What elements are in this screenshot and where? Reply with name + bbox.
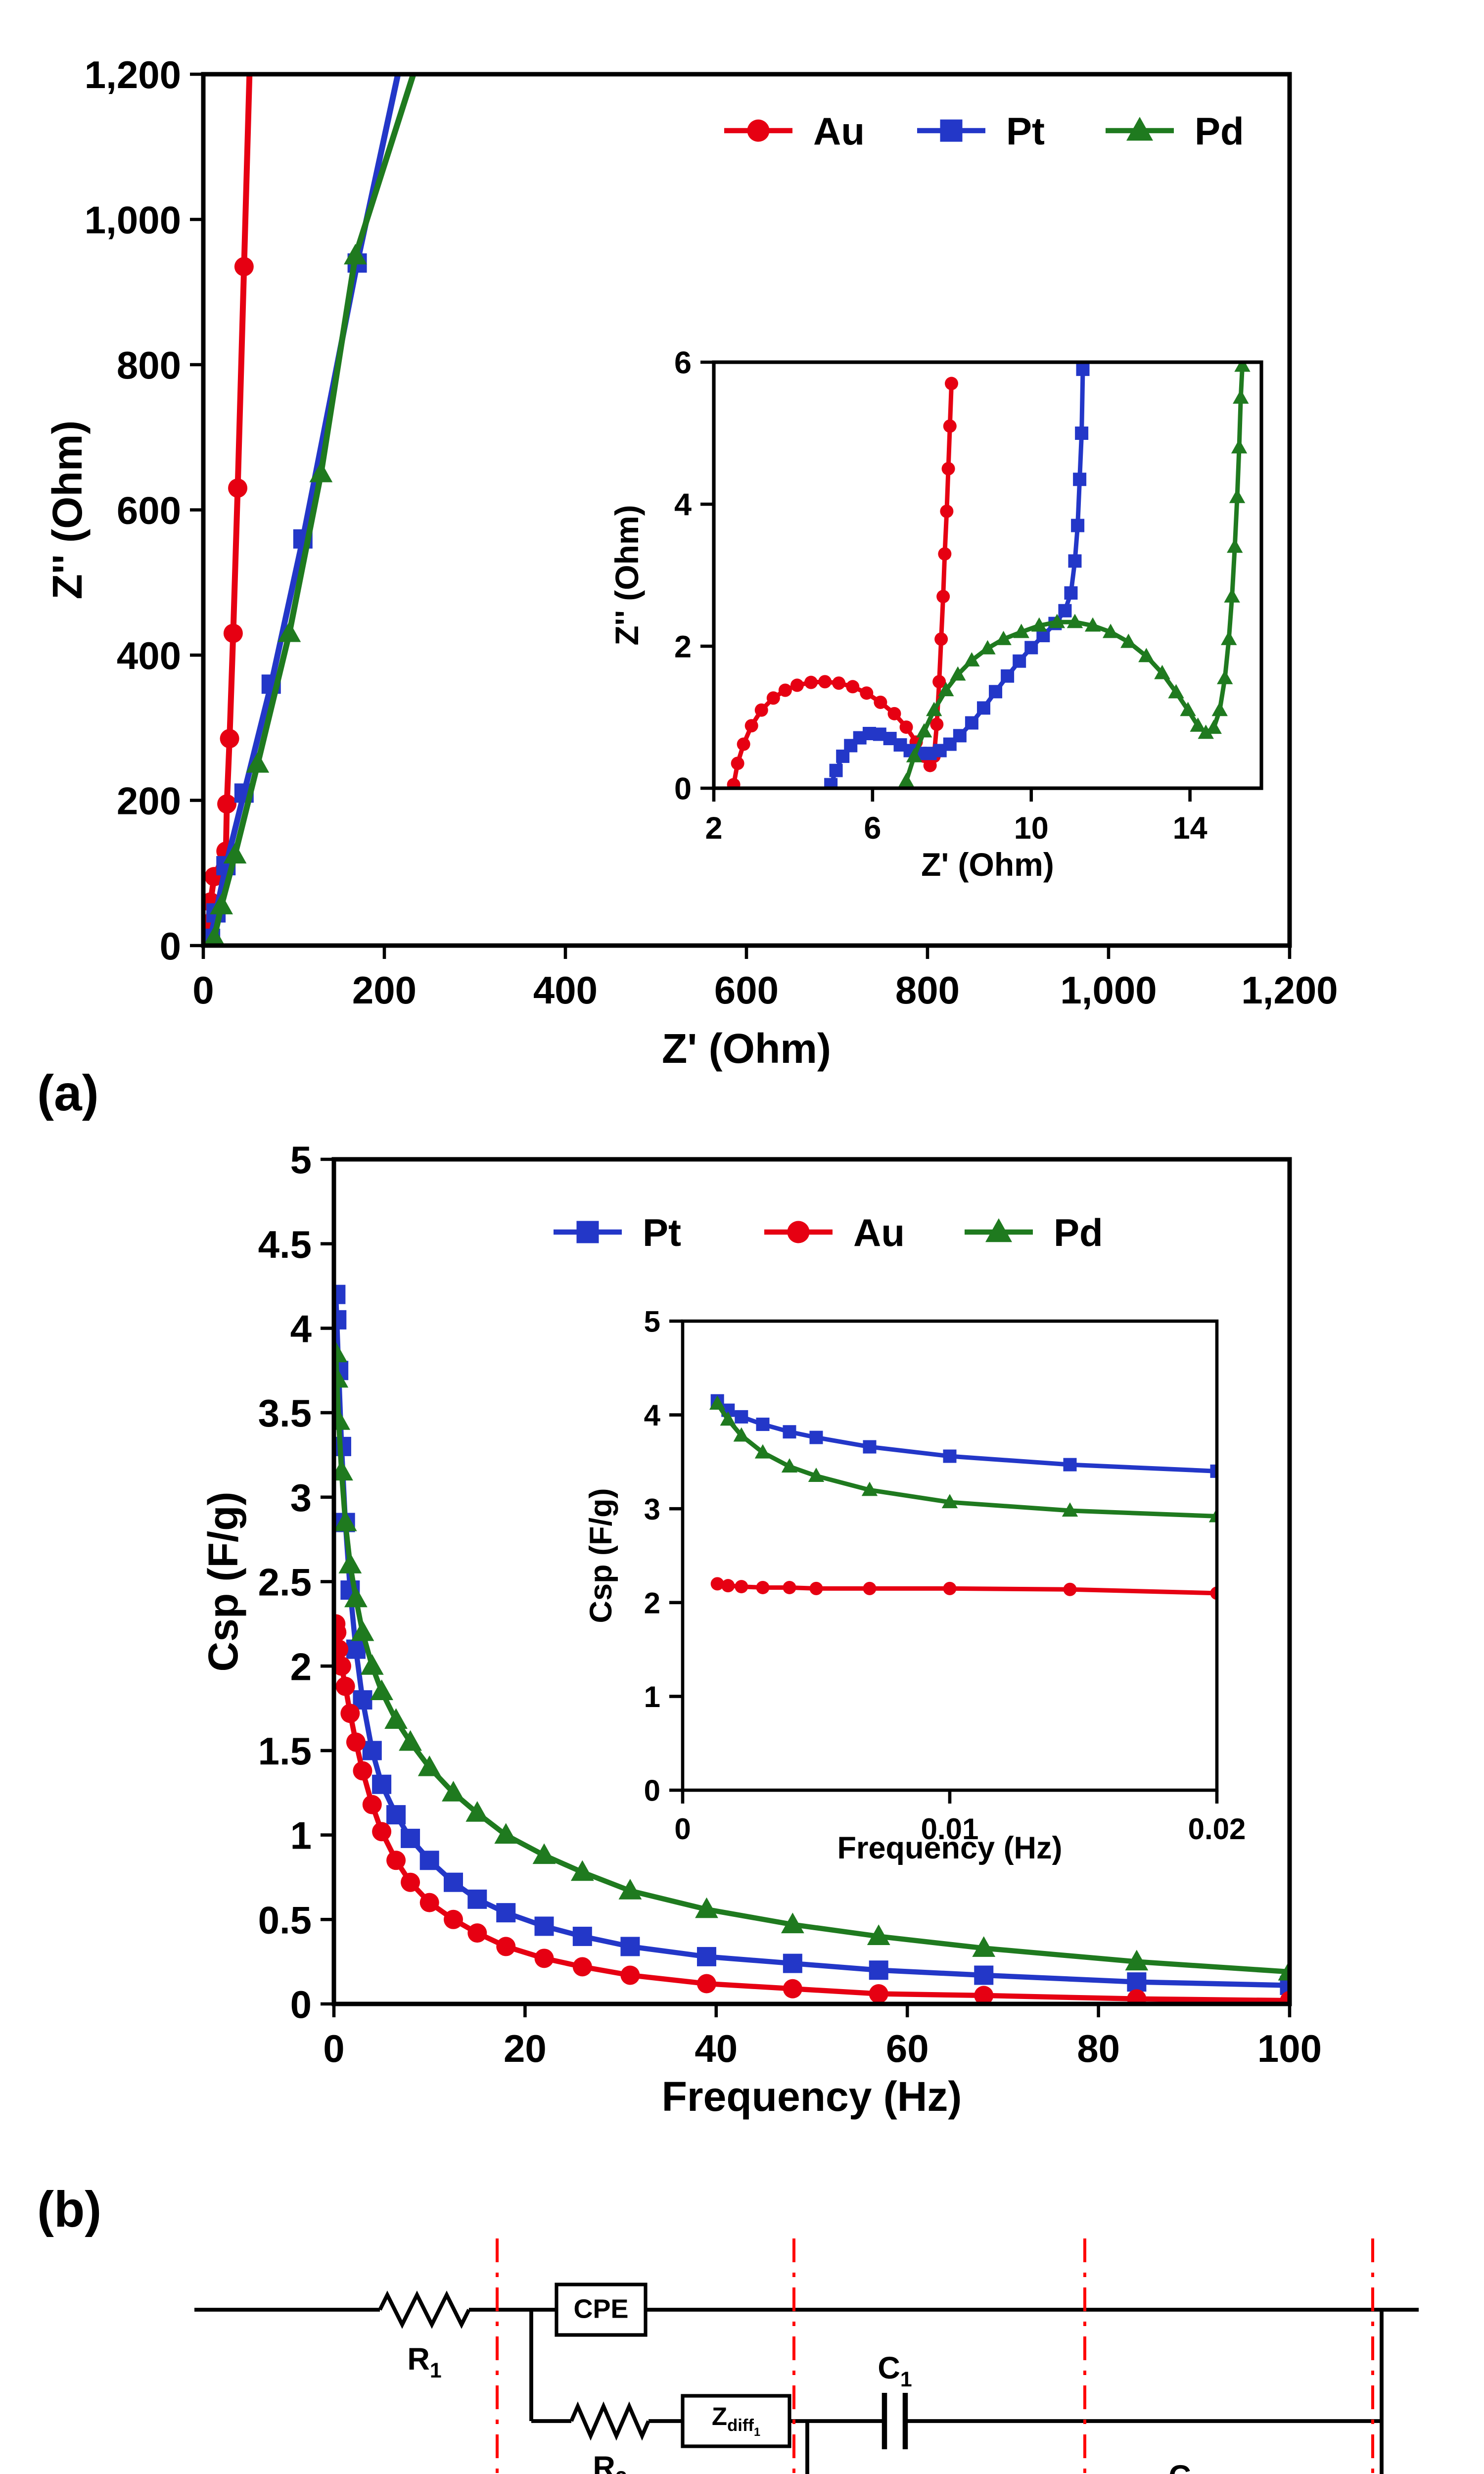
capacitance-inset-plot: 0 0.01 0.02 0 1 2 3 4 5 Frequency (Hz) Csp (F/g) (584, 1305, 1246, 1865)
svg-text:6: 6 (864, 811, 881, 846)
svg-text:1: 1 (290, 1814, 312, 1857)
svg-text:3: 3 (290, 1476, 312, 1520)
svg-text:0: 0 (160, 924, 181, 968)
svg-text:Z'' (Ohm): Z'' (Ohm) (44, 421, 91, 600)
svg-text:80: 80 (1077, 2027, 1120, 2070)
svg-text:10: 10 (1014, 811, 1049, 846)
panel-a-label: (a) (37, 1066, 99, 1122)
svg-text:Csp (F/g): Csp (F/g) (584, 1488, 618, 1623)
zdiff1-label: Zdiff1 (711, 2402, 761, 2440)
svg-text:Frequency (Hz): Frequency (Hz) (662, 2073, 962, 2120)
svg-text:Pt: Pt (1006, 109, 1045, 153)
svg-text:Csp (F/g): Csp (F/g) (200, 1492, 246, 1672)
svg-text:3.5: 3.5 (258, 1391, 312, 1435)
svg-text:1: 1 (644, 1680, 660, 1713)
svg-text:Z' (Ohm): Z' (Ohm) (921, 846, 1054, 883)
svg-text:5: 5 (644, 1305, 660, 1338)
svg-text:4: 4 (674, 488, 692, 523)
panel-b-label: (b) (37, 2182, 102, 2238)
svg-text:0: 0 (323, 2027, 344, 2070)
svg-text:1.5: 1.5 (258, 1729, 312, 1773)
svg-text:800: 800 (117, 343, 181, 387)
svg-text:14: 14 (1173, 811, 1207, 846)
svg-text:2: 2 (705, 811, 722, 846)
svg-text:0: 0 (290, 1983, 312, 2026)
svg-text:20: 20 (504, 2027, 547, 2070)
r1-label: R1 (407, 2343, 442, 2383)
svg-text:Pd: Pd (1195, 109, 1244, 153)
svg-text:4.5: 4.5 (258, 1223, 312, 1266)
c1-label: C1 (878, 2352, 912, 2392)
svg-text:2.5: 2.5 (258, 1561, 312, 1604)
svg-text:60: 60 (886, 2027, 929, 2070)
svg-text:0: 0 (192, 968, 214, 1012)
svg-text:6: 6 (674, 346, 692, 381)
equivalent-circuit-diagram: CPE R1 R2 R3 R4 C1 C2 Zdiff1 Zdiff2 Zdif… (0, 2227, 1484, 2474)
svg-text:Z' (Ohm): Z' (Ohm) (662, 1025, 831, 1072)
svg-text:1,200: 1,200 (85, 53, 181, 96)
svg-text:40: 40 (695, 2027, 738, 2070)
svg-text:100: 100 (1257, 2027, 1322, 2070)
svg-text:600: 600 (117, 489, 181, 532)
svg-text:1,200: 1,200 (1241, 968, 1338, 1012)
svg-text:Au: Au (853, 1211, 905, 1254)
svg-text:400: 400 (533, 968, 598, 1012)
svg-text:Z'' (Ohm): Z'' (Ohm) (608, 505, 645, 645)
svg-text:2: 2 (644, 1586, 660, 1619)
svg-text:5: 5 (290, 1138, 312, 1182)
svg-text:Pt: Pt (643, 1211, 681, 1254)
svg-text:600: 600 (714, 968, 779, 1012)
svg-text:Au: Au (813, 109, 865, 153)
svg-text:200: 200 (117, 779, 181, 823)
svg-text:Frequency (Hz): Frequency (Hz) (837, 1831, 1062, 1865)
svg-text:2: 2 (674, 630, 692, 665)
svg-text:800: 800 (895, 968, 960, 1012)
svg-text:0.02: 0.02 (1188, 1812, 1246, 1846)
r2-label: R2 (593, 2451, 627, 2474)
svg-text:4: 4 (644, 1399, 661, 1432)
svg-text:3: 3 (644, 1493, 660, 1526)
svg-text:400: 400 (117, 634, 181, 677)
svg-text:Pd: Pd (1054, 1211, 1103, 1254)
c2-label: C2 (1168, 2460, 1203, 2474)
cpe-label: CPE (573, 2294, 629, 2324)
circuit-wires (194, 2238, 1419, 2474)
svg-text:1,000: 1,000 (85, 198, 181, 242)
svg-text:1,000: 1,000 (1060, 968, 1157, 1012)
svg-text:0: 0 (644, 1774, 660, 1808)
svg-text:200: 200 (352, 968, 417, 1012)
svg-text:4: 4 (290, 1307, 312, 1350)
svg-text:0.01: 0.01 (921, 1812, 979, 1846)
svg-text:0: 0 (674, 1812, 691, 1846)
svg-text:0: 0 (674, 772, 692, 807)
svg-text:0.5: 0.5 (258, 1898, 312, 1942)
svg-text:2: 2 (290, 1645, 312, 1688)
